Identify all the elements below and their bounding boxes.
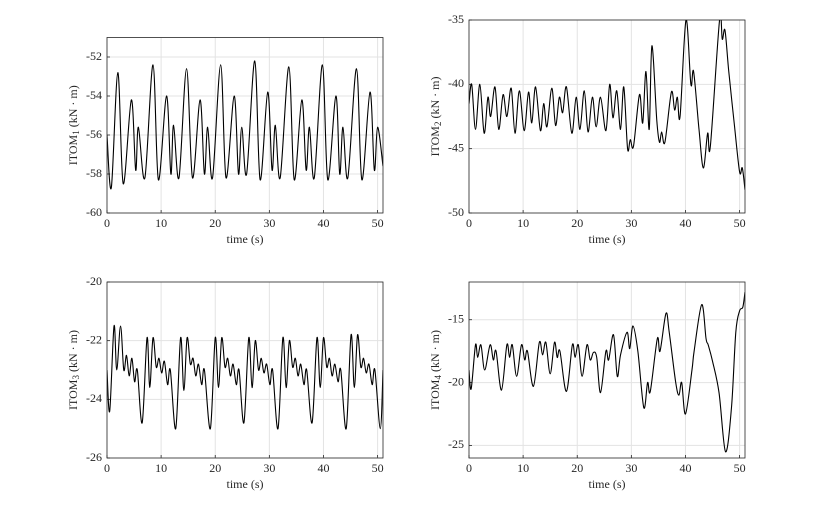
y-axis-label: ITOM2 (kN · m)	[428, 77, 443, 157]
x-tick-label: 40	[317, 461, 329, 475]
line-series	[469, 291, 745, 453]
x-axis-label: time (s)	[227, 232, 264, 246]
y-tick-label: -20	[86, 274, 102, 288]
subplot: 0 10 20 30 40 50 -26 -24 -22 -20 time (s) ITOM3 (kN …	[66, 274, 384, 491]
x-tick-label: 30	[263, 461, 275, 475]
x-tick-label: 20	[209, 216, 221, 230]
y-label-subscript: 1	[71, 130, 81, 135]
line-series	[469, 20, 745, 190]
x-tick-label: 10	[155, 461, 167, 475]
x-tick-label: 10	[517, 216, 529, 230]
y-tick-label: -60	[86, 205, 102, 219]
line-series	[107, 325, 383, 430]
y-tick-label: -24	[86, 391, 102, 405]
y-label-unit: (kN · m)	[428, 330, 442, 372]
subplot: 0 10 20 30 40 50 -50 -45 -40 -35 time (s) ITOM2 (kN …	[428, 12, 746, 246]
subplot: 0 10 20 30 40 50 -60 -58 -56 -54 -52 time (s) ITOM1 (…	[66, 37, 384, 246]
y-label-name: ITOM	[66, 134, 80, 165]
y-tick-label: -22	[86, 332, 102, 346]
plot-area	[107, 325, 383, 430]
y-tick-label: -25	[448, 437, 464, 451]
x-tick-label: 40	[679, 461, 691, 475]
plot-area	[469, 291, 745, 453]
y-label-subscript: 4	[433, 375, 443, 380]
x-tick-label: 0	[104, 461, 110, 475]
axes-frame	[106, 37, 384, 214]
plot-area	[469, 20, 745, 190]
y-axis-label: ITOM4 (kN · m)	[428, 330, 443, 410]
y-tick-label: -58	[86, 166, 102, 180]
y-label-unit: (kN · m)	[428, 77, 442, 119]
axes-frame	[468, 19, 746, 214]
x-tick-label: 10	[155, 216, 167, 230]
x-tick-label: 30	[263, 216, 275, 230]
x-tick-label: 10	[517, 461, 529, 475]
axes-frame	[106, 281, 384, 459]
x-axis-label: time (s)	[589, 232, 626, 246]
subplot: 0 10 20 30 40 50 -25 -20 -15 time (s) ITOM4 (kN · m…	[428, 281, 746, 491]
x-tick-label: 50	[372, 461, 384, 475]
y-tick-label: -52	[86, 49, 102, 63]
axes-frame	[468, 281, 746, 459]
x-tick-label: 0	[466, 461, 472, 475]
y-axis-label: ITOM3 (kN · m)	[66, 330, 81, 410]
x-tick-label: 30	[625, 461, 637, 475]
x-tick-label: 30	[625, 216, 637, 230]
x-tick-label: 0	[104, 216, 110, 230]
x-tick-label: 20	[571, 216, 583, 230]
x-tick-label: 50	[734, 216, 746, 230]
y-tick-label: -26	[86, 450, 102, 464]
x-axis-label: time (s)	[589, 477, 626, 491]
y-label-name: ITOM	[66, 379, 80, 410]
x-tick-label: 40	[317, 216, 329, 230]
y-label-unit: (kN · m)	[66, 330, 80, 372]
x-tick-label: 50	[734, 461, 746, 475]
y-tick-label: -40	[448, 76, 464, 90]
y-label-name: ITOM	[428, 379, 442, 410]
y-tick-label: -54	[86, 88, 102, 102]
y-label-subscript: 3	[71, 375, 81, 380]
x-tick-label: 50	[372, 216, 384, 230]
y-label-unit: (kN · m)	[66, 85, 80, 127]
y-tick-label: -35	[448, 12, 464, 26]
y-label-subscript: 2	[433, 122, 443, 127]
y-label-name: ITOM	[428, 126, 442, 157]
y-tick-label: -15	[448, 311, 464, 325]
plot-area	[107, 60, 383, 190]
line-series	[107, 60, 383, 190]
x-tick-label: 40	[679, 216, 691, 230]
x-tick-label: 20	[209, 461, 221, 475]
y-axis-label: ITOM1 (kN · m)	[66, 85, 81, 165]
y-tick-label: -50	[448, 205, 464, 219]
y-tick-label: -56	[86, 127, 102, 141]
x-axis-label: time (s)	[227, 477, 264, 491]
x-tick-label: 20	[571, 461, 583, 475]
y-tick-label: -20	[448, 374, 464, 388]
y-tick-label: -45	[448, 140, 464, 154]
x-tick-label: 0	[466, 216, 472, 230]
